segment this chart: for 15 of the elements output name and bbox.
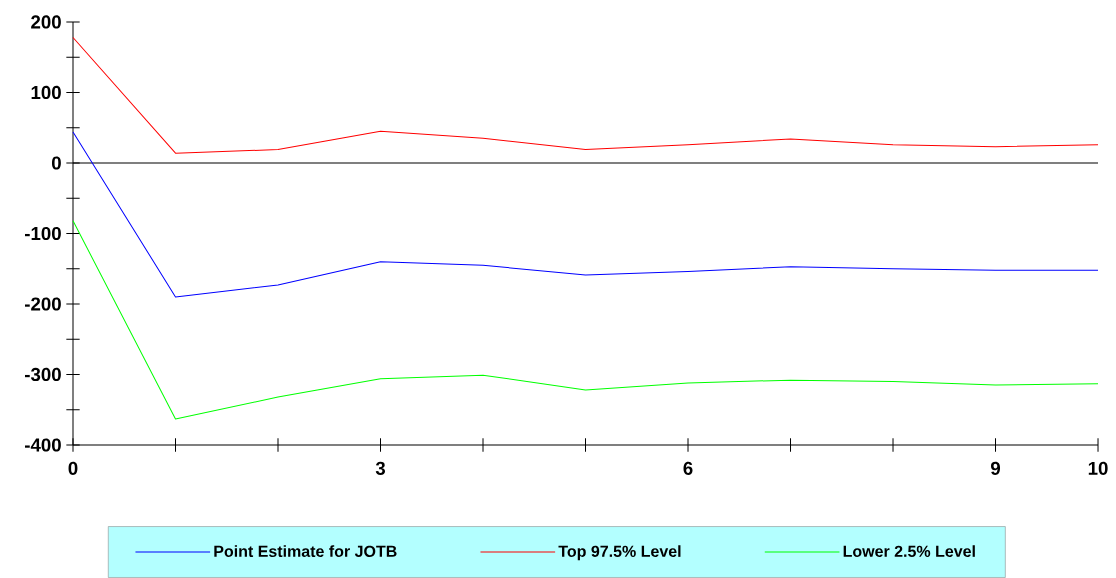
y-tick-label: -300: [25, 367, 61, 382]
x-tick-label: 3: [375, 461, 386, 475]
y-tick-label: -400: [25, 438, 61, 452]
legend-label: Point Estimate for JOTB: [214, 545, 397, 557]
x-tick-label: 10: [1088, 461, 1108, 475]
x-tick-label: 9: [990, 461, 1001, 475]
y-tick-label: -100: [25, 226, 61, 241]
y-tick-label: -200: [25, 297, 61, 311]
y-tick-label: 200: [31, 15, 61, 29]
x-tick-label: 0: [68, 461, 78, 475]
y-tick-label: 0: [51, 156, 61, 170]
legend-label: Top 97.5% Level: [558, 545, 681, 561]
legend-label: Lower 2.5% Level: [843, 545, 975, 557]
x-tick-label: 6: [683, 461, 693, 475]
y-tick-label: 100: [31, 85, 61, 100]
